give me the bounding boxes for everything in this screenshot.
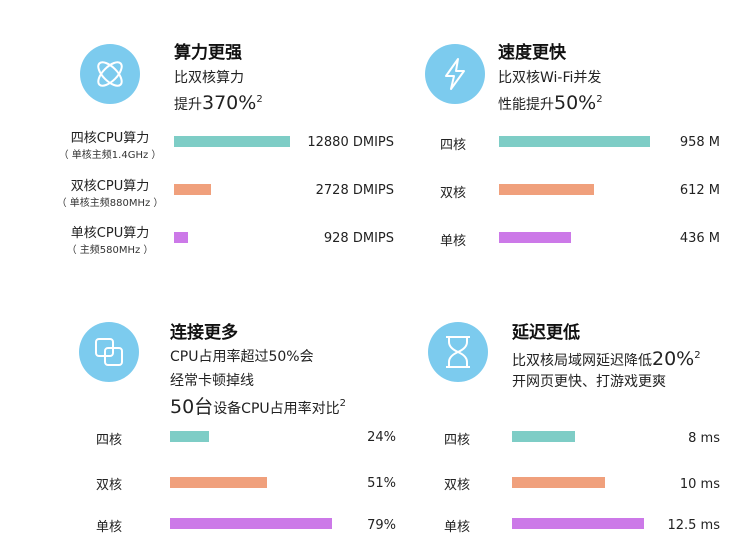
connect-value-single: 79% [367,518,396,533]
latency-bar-single [512,518,644,529]
latency-bar-dual [512,477,605,488]
latency-row-label-dual: 双核 [443,478,470,493]
speed-row-label-dual: 双核 [439,186,466,201]
compute-icon-circle [80,44,140,104]
connect-row-label-quad: 四核 [95,433,122,448]
latency-value-quad: 8 ms [688,431,720,446]
compute-value-quad: 12880 DMIPS [307,135,394,150]
compute-row-label-quad: 四核CPU算力 [70,131,150,146]
compute-row-label-dual: 双核CPU算力 [70,179,150,194]
connect-icon-circle [79,322,139,382]
speed-icon-circle [425,44,485,104]
speed-row-label-quad: 四核 [439,138,466,153]
connect-title: 连接更多 [170,323,238,343]
speed-desc: 比双核Wi-Fi并发 性能提升50%2 [498,70,603,114]
connect-bar-dual [170,477,267,488]
connect-desc: CPU占用率超过50%会 经常卡顿掉线 50台设备CPU占用率对比2 [170,349,347,418]
compute-title: 算力更强 [174,43,242,63]
latency-value-dual: 10 ms [679,477,720,492]
compute-row-sublabel-dual: （ 单核主频880MHz ） [56,198,164,209]
hourglass-icon [446,336,470,368]
compute-bar-quad [174,136,290,147]
latency-bar-quad [512,431,575,442]
speed-row-label-single: 单核 [439,234,466,249]
speed-bar-dual [499,184,594,195]
connect-value-quad: 24% [367,430,396,445]
latency-row-label-quad: 四核 [443,433,470,448]
compute-bar-single [174,232,188,243]
latency-value-single: 12.5 ms [667,518,720,533]
connect-row-label-dual: 双核 [95,478,122,493]
latency-row-label-single: 单核 [443,520,470,535]
speed-title: 速度更快 [498,43,566,63]
overlapping-squares-icon [95,338,123,366]
connect-value-dual: 51% [367,476,396,491]
connect-bar-quad [170,431,209,442]
compute-desc: 比双核算力 提升370%2 [174,70,263,114]
compute-value-single: 928 DMIPS [323,231,394,246]
compute-bar-dual [174,184,211,195]
compute-row-label-single: 单核CPU算力 [70,226,150,241]
latency-title: 延迟更低 [512,323,580,343]
speed-value-quad: 958 M [679,135,720,150]
speed-bar-quad [499,136,650,147]
speed-value-dual: 612 M [679,183,720,198]
speed-value-single: 436 M [679,231,720,246]
compute-value-dual: 2728 DMIPS [315,183,394,198]
speed-bar-single [499,232,571,243]
latency-desc: 比双核局域网延迟降低20%2 开网页更快、打游戏更爽 [512,348,701,391]
latency-icon-circle [428,322,488,382]
connect-bar-single [170,518,332,529]
compute-row-sublabel-single: （ 主频580MHz ） [66,245,154,256]
connect-row-label-single: 单核 [95,520,122,535]
atom-icon [97,61,123,87]
compute-row-sublabel-quad: （ 单核主频1.4GHz ） [58,150,162,161]
lightning-icon [445,58,465,90]
